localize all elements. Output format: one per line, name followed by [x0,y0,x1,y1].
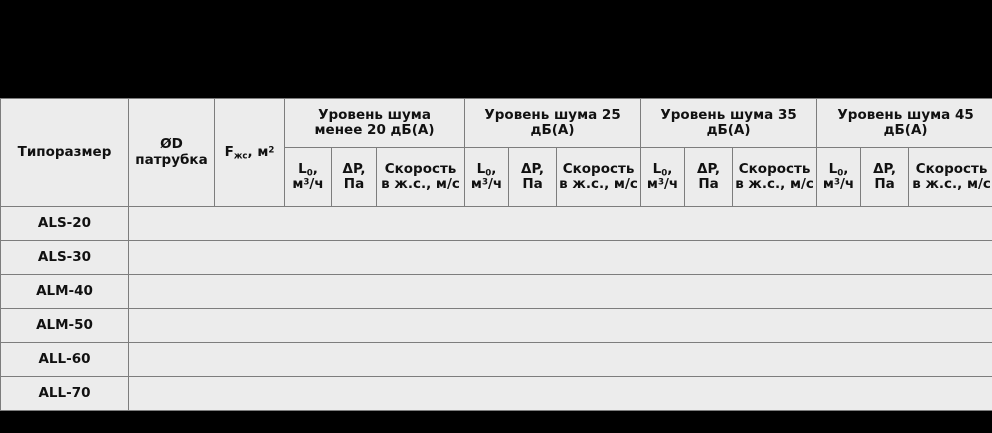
group-0-line1: Уровень шума [318,106,431,123]
specification-table: Типоразмер ØD патрубка Fжс, м2 Уровень ш… [0,98,992,411]
sub-dp-line2: Па [874,176,895,192]
sub-l0-unit-sup: 3 [481,177,488,188]
cell-typesize: ALL-70 [0,376,129,411]
cell-typesize: ALS-30 [0,240,129,275]
sub-dp-line1: ΔP, [342,160,366,177]
sub-l0-unit-suffix: /ч [663,176,679,192]
table-row: ALS-30 [0,240,992,275]
table-row: ALL-60 [0,342,992,377]
table-row: ALS-20 [0,206,992,241]
group-0-line2: менее 20 дБ(А) [314,122,435,138]
subheader-speed-group-3: Скорость в ж.с., м/с [908,147,992,207]
row-empty-area [127,342,992,377]
sub-l0-suffix: , [491,160,497,177]
header-diameter-line1: ØD [160,136,183,153]
sub-l0-unit-suffix: /ч [309,176,324,192]
cell-typesize: ALM-50 [0,308,129,343]
sub-l0-prefix: L [476,160,486,177]
sub-dp-line1: ΔP, [521,160,545,177]
sub-speed-line1: Скорость [738,160,811,177]
group-2-line1: Уровень шума 35 [660,106,797,123]
sub-l0-sub: 0 [306,168,313,179]
subheader-l0-group-3: L0, м3/ч [816,147,862,207]
header-f-zhs: Fжс, м2 [214,98,285,207]
header-diameter: ØD патрубка [128,98,215,207]
sub-speed-line1: Скорость [915,160,988,177]
sub-l0-unit-sup: 3 [657,177,664,188]
sub-l0-sub: 0 [661,168,668,179]
subheader-speed-group-0: Скорость в ж.с., м/с [375,147,466,207]
row-empty-area [127,308,992,343]
header-f-zhs-suffix: , м [247,143,269,160]
cell-typesize: ALL-60 [0,342,129,377]
subheader-l0-group-0: L0, м3/ч [284,147,332,207]
group-3-line1: Уровень шума 45 [837,106,974,123]
subheader-l0-group-2: L0, м3/ч [640,147,686,207]
row-empty-area [127,206,992,241]
group-2-line2: дБ(А) [706,122,751,138]
subheader-l0-group-1: L0, м3/ч [464,147,510,207]
header-diameter-line2: патрубка [135,151,208,168]
sub-dp-line2: Па [698,176,719,192]
sub-l0-unit-suffix: /ч [487,176,503,192]
sub-l0-prefix: L [652,160,662,177]
table-header: Типоразмер ØD патрубка Fжс, м2 Уровень ш… [0,98,992,207]
header-f-zhs-prefix: F [224,143,234,160]
sub-speed-line1: Скорость [562,160,635,177]
sub-speed-line2: в ж.с., м/с [912,176,991,192]
sub-l0-unit-suffix: /ч [839,176,855,192]
sub-l0-unit-sup: 3 [833,177,840,188]
subheader-speed-group-1: Скорость в ж.с., м/с [556,147,642,207]
sub-l0-unit-prefix: м [646,176,658,192]
sub-l0-suffix: , [843,160,849,177]
table-row: ALL-70 [0,376,992,411]
sub-dp-line2: Па [522,176,543,192]
sub-l0-unit-prefix: м [470,176,482,192]
header-group-row: Типоразмер ØD патрубка Fжс, м2 Уровень ш… [0,98,992,207]
header-group-noise-under-20: Уровень шума менее 20 дБ(А) [283,98,466,148]
sub-l0-sub: 0 [837,168,844,179]
header-f-zhs-sub: жс [233,151,248,162]
cell-typesize: ALM-40 [0,274,129,309]
header-group-noise-25: Уровень шума 25 дБ(А) [464,98,642,148]
sub-l0-unit-prefix: м [822,176,834,192]
sub-l0-prefix: L [298,160,307,177]
subheader-delta-p-group-2: ΔP, Па [684,147,734,207]
sub-speed-line1: Скорость [384,160,457,177]
sub-l0-sub: 0 [485,168,492,179]
sub-dp-line1: ΔP, [873,160,897,177]
header-f-zhs-sup: 2 [268,145,275,156]
table-row: ALM-50 [0,308,992,343]
sub-dp-line1: ΔP, [697,160,721,177]
row-empty-area [127,274,992,309]
sub-l0-suffix: , [312,160,318,177]
sub-dp-line2: Па [343,176,365,192]
cell-typesize: ALS-20 [0,206,129,241]
sub-l0-unit-prefix: м [292,176,304,192]
sub-speed-line2: в ж.с., м/с [735,176,814,192]
subheader-delta-p-group-0: ΔP, Па [331,147,377,207]
sub-speed-line2: в ж.с., м/с [559,176,638,192]
row-empty-area [127,376,992,411]
group-3-line2: дБ(А) [883,122,928,138]
table-body: ALS-20 ALS-30 ALM-40 ALM-50 ALL-60 ALL-7… [0,206,992,411]
sub-speed-line2: в ж.с., м/с [381,176,460,192]
subheader-delta-p-group-3: ΔP, Па [860,147,910,207]
table-row: ALM-40 [0,274,992,309]
header-sub-row: L0, м3/ч ΔP, Па Скорость в ж.с., м/с L0,… [1,147,992,207]
sub-l0-unit-sup: 3 [303,177,310,188]
group-1-line2: дБ(А) [530,122,575,138]
header-tiporazmer: Типоразмер [0,98,129,207]
subheader-delta-p-group-1: ΔP, Па [508,147,558,207]
header-group-noise-35: Уровень шума 35 дБ(А) [640,98,818,148]
subheader-speed-group-2: Скорость в ж.с., м/с [732,147,818,207]
sub-l0-prefix: L [828,160,838,177]
header-group-noise-45: Уровень шума 45 дБ(А) [816,98,992,148]
group-1-line1: Уровень шума 25 [484,106,621,123]
sub-l0-suffix: , [667,160,673,177]
row-empty-area [127,240,992,275]
